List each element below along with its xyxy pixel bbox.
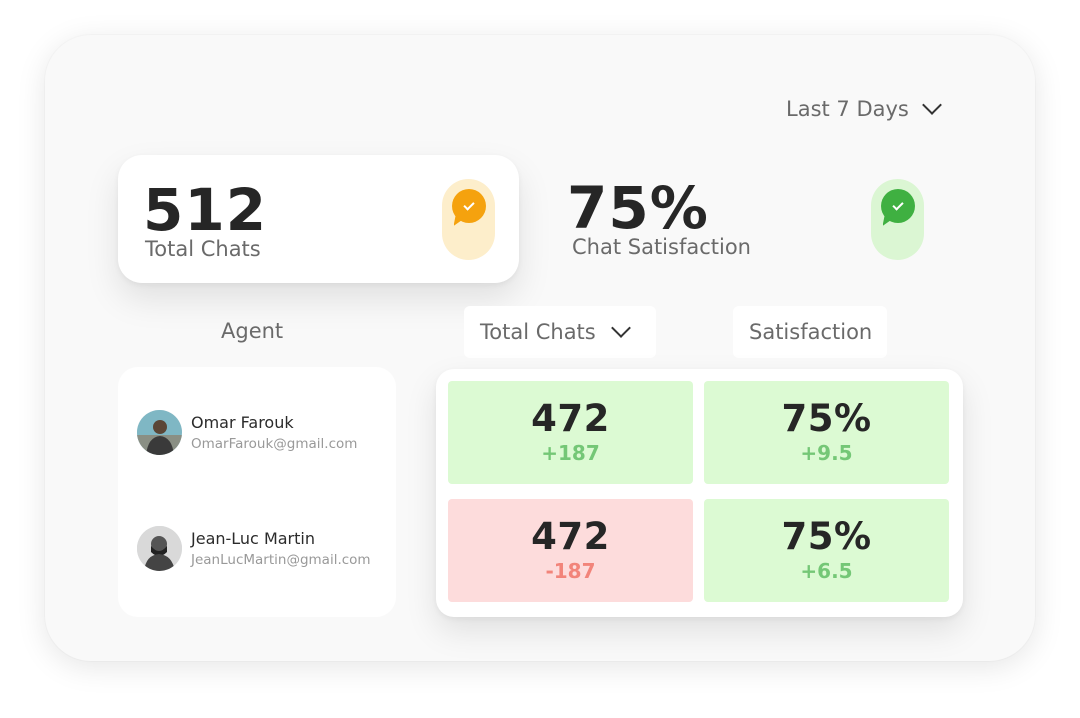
total-chats-card: 512 Total Chats bbox=[118, 155, 519, 283]
satisfaction-cell: 75% +6.5 bbox=[704, 499, 949, 602]
avatar bbox=[137, 526, 182, 571]
cell-delta: +6.5 bbox=[800, 558, 853, 583]
cell-value: 472 bbox=[531, 515, 610, 559]
chat-check-icon bbox=[880, 189, 915, 223]
chevron-down-icon bbox=[610, 318, 631, 338]
total-chats-cell: 472 -187 bbox=[448, 499, 693, 602]
satisfaction-header-label: Satisfaction bbox=[749, 320, 873, 344]
cell-delta: +9.5 bbox=[800, 440, 853, 465]
date-range-label: Last 7 Days bbox=[786, 97, 909, 121]
satisfaction-label: Chat Satisfaction bbox=[572, 235, 751, 259]
satisfaction-badge bbox=[871, 179, 924, 260]
cell-delta: -187 bbox=[545, 558, 596, 583]
cell-value: 75% bbox=[781, 515, 872, 559]
total-chats-value: 512 bbox=[143, 176, 268, 244]
date-range-dropdown[interactable]: Last 7 Days bbox=[786, 94, 942, 124]
metrics-grid: 472 +187 75% +9.5 472 -187 75% +6.5 bbox=[436, 369, 963, 617]
chat-check-icon bbox=[451, 189, 486, 223]
cell-delta: +187 bbox=[541, 440, 600, 465]
agent-name: Jean-Luc Martin bbox=[191, 529, 315, 548]
total-chats-cell: 472 +187 bbox=[448, 381, 693, 484]
total-chats-header-label: Total Chats bbox=[480, 320, 596, 344]
chevron-down-icon bbox=[921, 95, 942, 115]
agent-name: Omar Farouk bbox=[191, 413, 294, 432]
agent-row[interactable]: Omar Farouk OmarFarouk@gmail.com bbox=[137, 410, 357, 455]
cell-value: 75% bbox=[781, 397, 872, 441]
agent-email: OmarFarouk@gmail.com bbox=[191, 436, 358, 452]
column-header-agent: Agent bbox=[221, 319, 284, 343]
satisfaction-value: 75% bbox=[567, 174, 709, 242]
satisfaction-cell: 75% +9.5 bbox=[704, 381, 949, 484]
column-header-satisfaction[interactable]: Satisfaction bbox=[733, 306, 887, 358]
agent-email: JeanLucMartin@gmail.com bbox=[191, 552, 371, 568]
agents-list: Omar Farouk OmarFarouk@gmail.com Jean-Lu… bbox=[118, 367, 396, 617]
agent-row[interactable]: Jean-Luc Martin JeanLucMartin@gmail.com bbox=[137, 526, 371, 571]
total-chats-badge bbox=[442, 179, 495, 260]
column-header-total-chats[interactable]: Total Chats bbox=[464, 306, 656, 358]
cell-value: 472 bbox=[531, 397, 610, 441]
avatar bbox=[137, 410, 182, 455]
total-chats-label: Total Chats bbox=[145, 237, 261, 261]
